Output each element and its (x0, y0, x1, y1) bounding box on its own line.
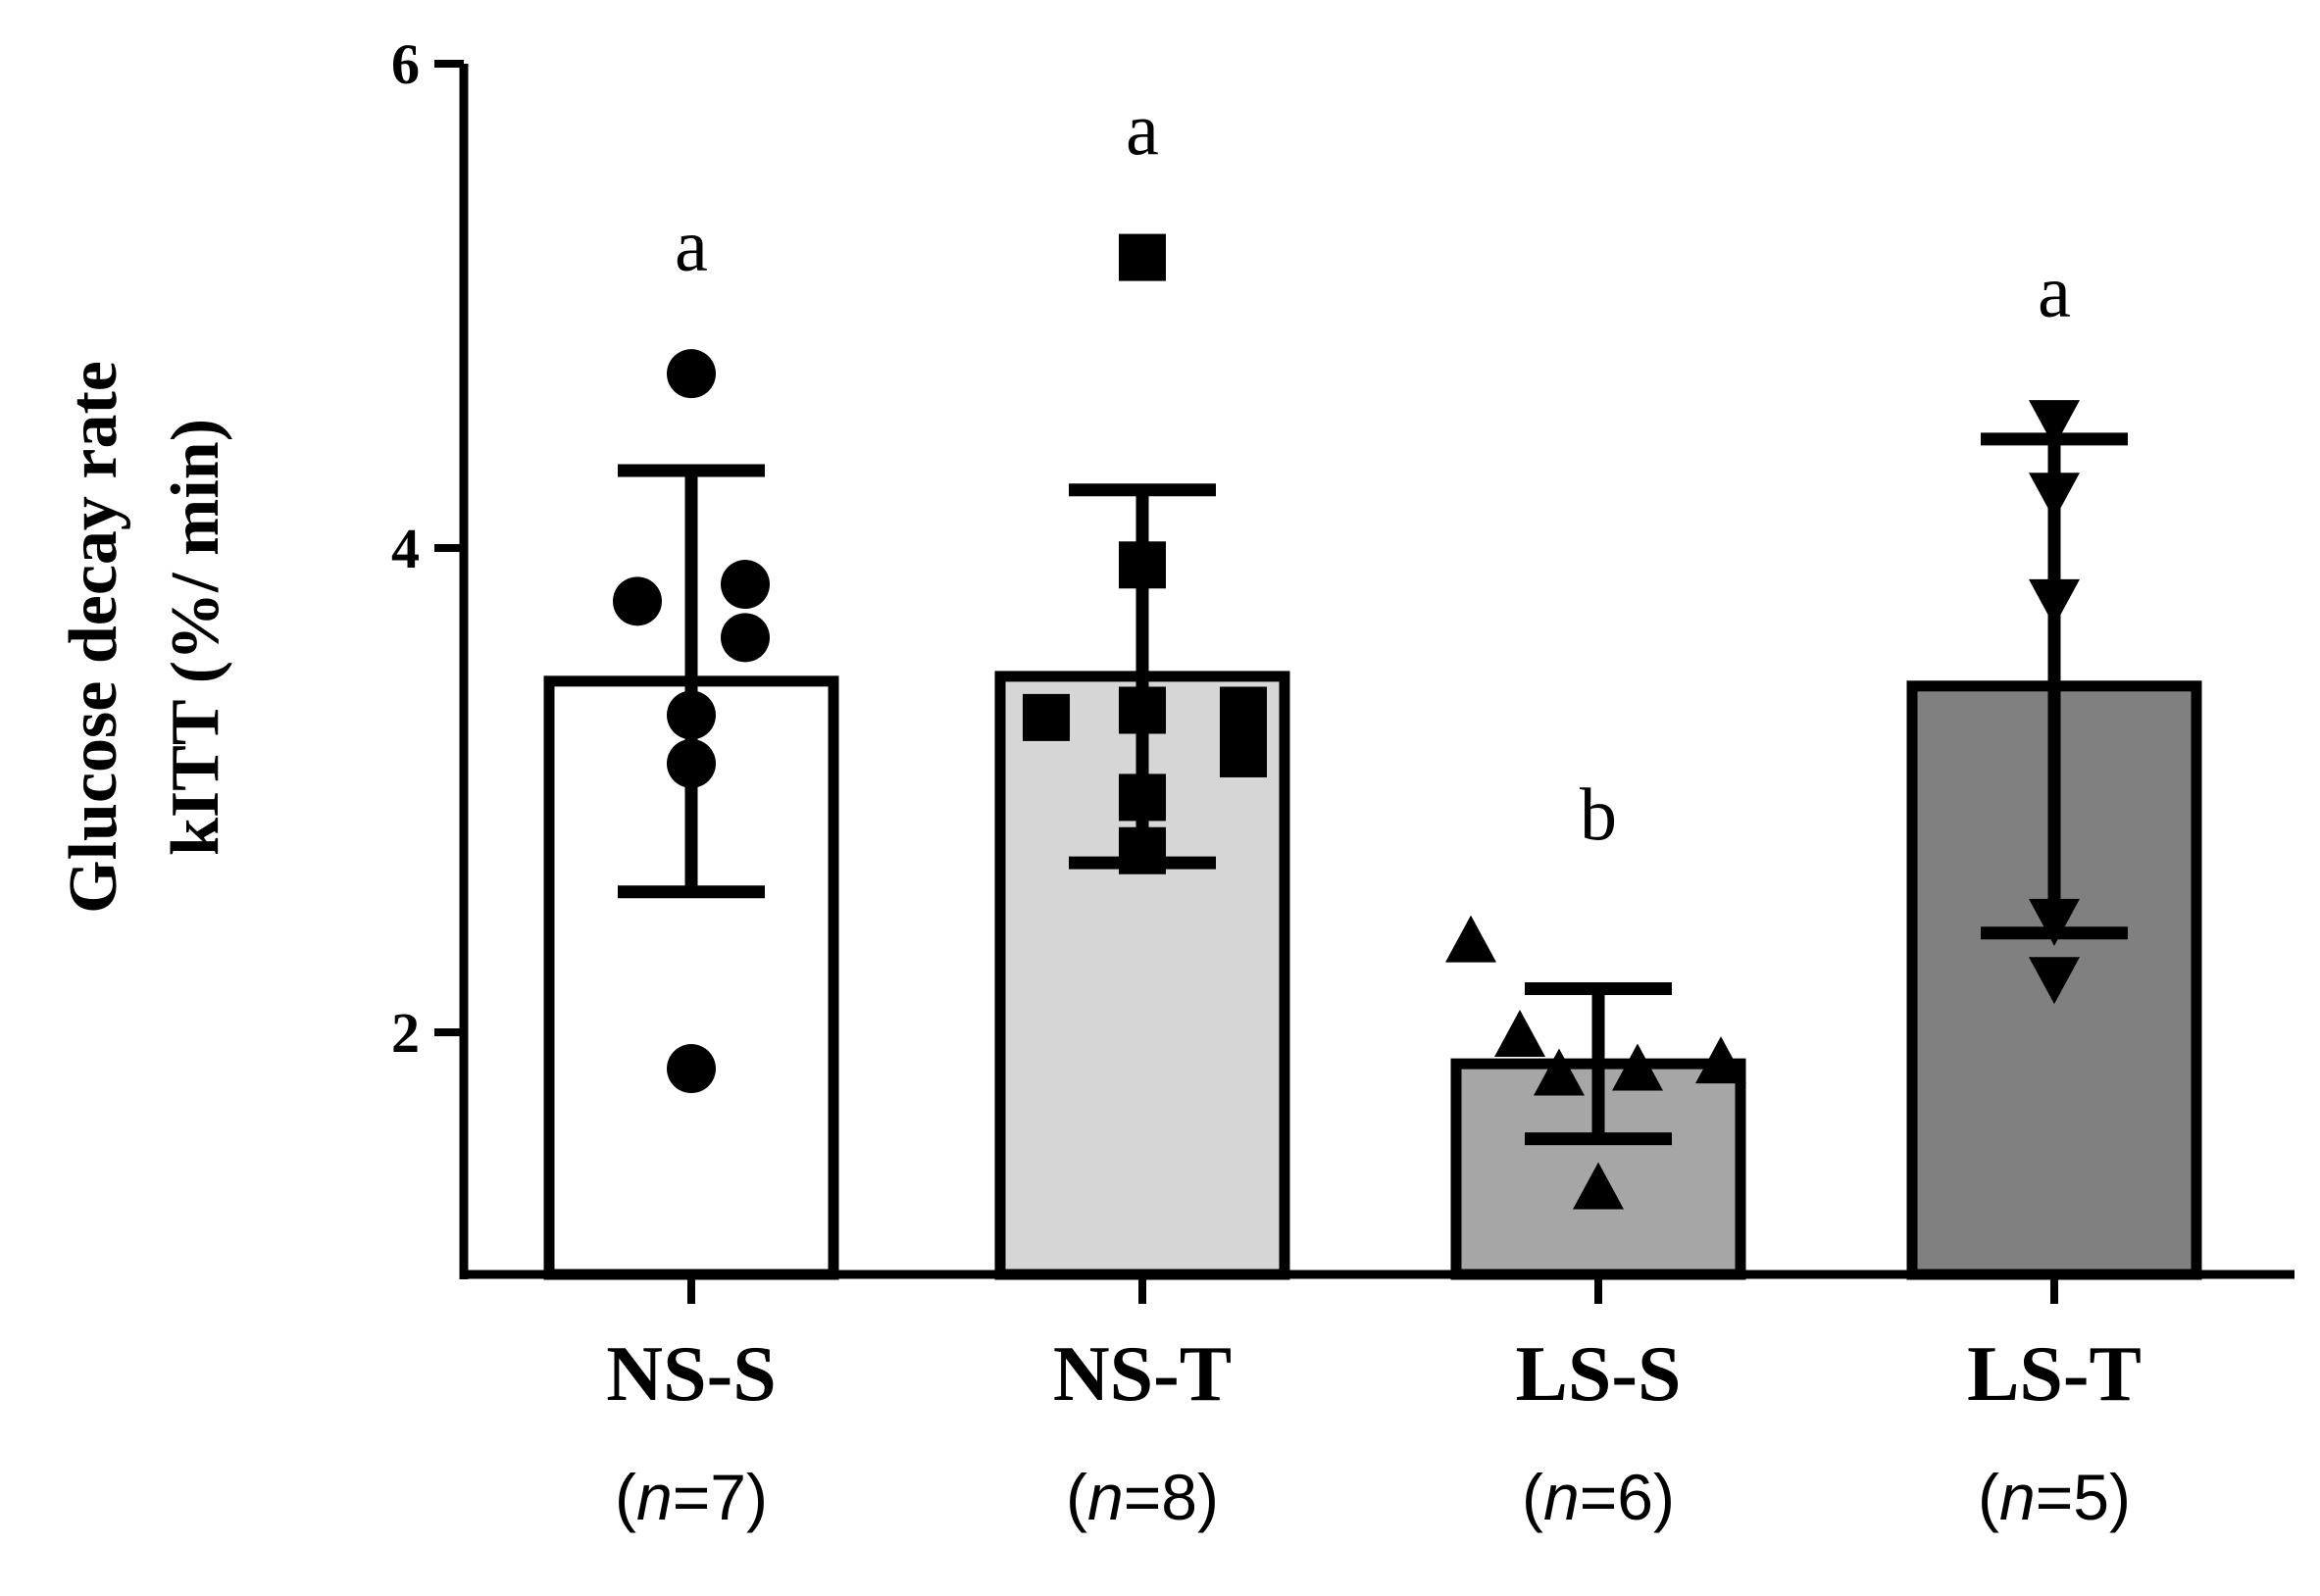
data-point-ns-t-1 (1119, 233, 1166, 281)
data-point-ls-s-1 (1445, 915, 1496, 963)
y-tick-label-2: 2 (391, 1001, 420, 1065)
category-label-ns-s: NS-S (606, 1331, 776, 1418)
data-point-ls-s-6 (1573, 1162, 1624, 1210)
sample-size-label-ls-t: (n=5) (1978, 1461, 2131, 1533)
y-tick-label-4: 4 (391, 517, 420, 580)
y-tick-label-6: 6 (391, 32, 420, 96)
category-label-ls-s: LS-S (1516, 1331, 1682, 1418)
category-label-ls-t: LS-T (1967, 1331, 2142, 1418)
data-point-ls-s-4 (1695, 1036, 1746, 1084)
data-point-ls-s-2 (1494, 1009, 1545, 1057)
data-point-ns-t-6 (1220, 729, 1267, 777)
bars-layer (543, 671, 2202, 1280)
axes-layer: 2 4 6 (391, 32, 2295, 1304)
data-point-ns-s-3 (721, 560, 770, 610)
y-axis-label-line2: kITT (%/ min) (158, 419, 233, 856)
significance-letter-ns-s: a (675, 205, 708, 287)
data-point-ns-s-7 (667, 1044, 716, 1094)
significance-letter-ns-t: a (1126, 89, 1159, 172)
data-point-ns-s-4 (721, 613, 770, 663)
significance-letter-ls-s: b (1580, 774, 1617, 857)
error-bar-ns-s (618, 464, 765, 899)
significance-letter-ls-t: a (2038, 251, 2071, 333)
data-point-ls-t-5 (2029, 957, 2080, 1005)
y-axis-label-line1: Glucose decay rate (56, 361, 131, 914)
error-bar-ls-s (1525, 982, 1672, 1146)
sample-size-label-ns-s: (n=7) (615, 1461, 768, 1533)
sample-size-label-ns-t: (n=8) (1066, 1461, 1219, 1533)
data-point-ns-t-3 (1023, 693, 1070, 741)
data-point-ls-s-5 (1534, 1048, 1585, 1096)
data-point-ns-s-1 (667, 349, 716, 399)
data-point-ns-s-2 (613, 576, 662, 626)
data-point-ls-s-3 (1612, 1043, 1663, 1091)
error-bar-ns-t (1069, 483, 1216, 870)
category-label-ns-t: NS-T (1053, 1331, 1232, 1418)
error-bars-layer (618, 432, 2128, 1146)
data-point-ls-t-1 (2029, 400, 2080, 448)
sample-size-label-ls-s: (n=6) (1522, 1461, 1675, 1533)
error-bar-ls-t (1981, 432, 2128, 940)
labels-layer: Glucose decay rate kITT (%/ min) a NS-S (n… (56, 89, 2142, 1533)
data-point-ns-t-5 (1220, 686, 1267, 734)
